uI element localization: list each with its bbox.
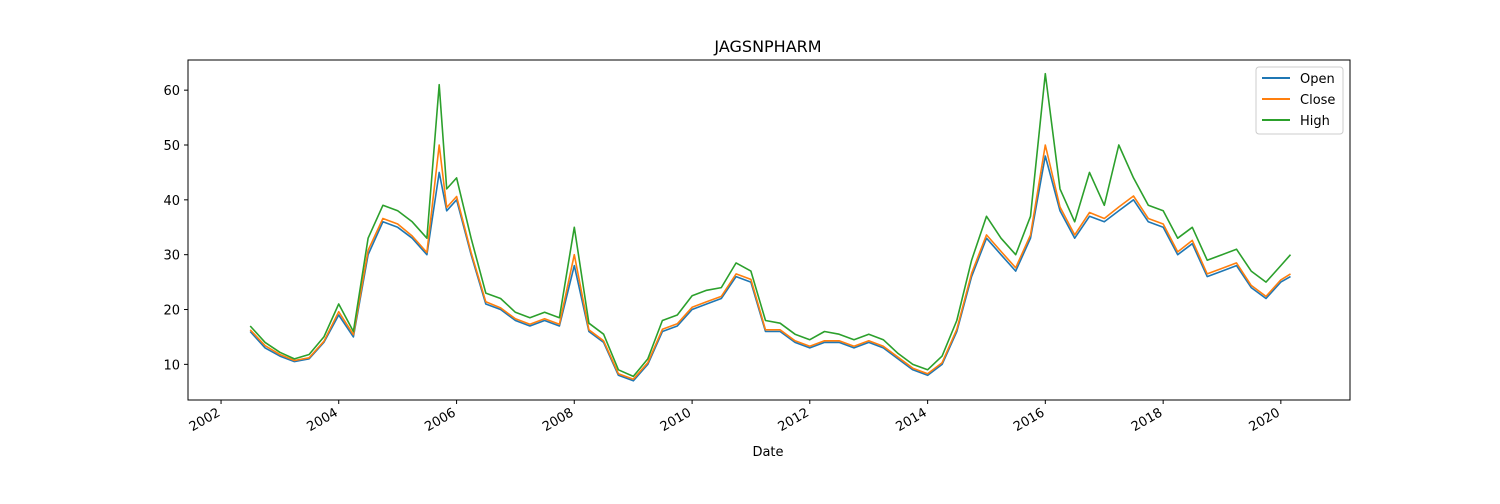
x-axis-label: Date <box>752 445 783 460</box>
x-tick-label: 2020 <box>1247 405 1283 435</box>
y-tick-label: 50 <box>163 139 180 154</box>
legend-label-high: High <box>1300 114 1330 129</box>
plot-frame <box>187 59 1351 401</box>
y-axis: 10 20 30 40 50 60 <box>163 84 188 373</box>
y-tick-label: 30 <box>163 249 180 264</box>
x-tick-label: 2018 <box>1129 405 1165 435</box>
x-tick-label: 2012 <box>776 405 812 435</box>
x-tick-label: 2002 <box>187 405 223 435</box>
x-tick-label: 2016 <box>1011 405 1047 435</box>
x-tick-label: 2004 <box>305 405 341 435</box>
legend-box <box>1255 66 1344 135</box>
y-tick-label: 10 <box>163 358 180 373</box>
chart-title: JAGSNPHARM <box>713 37 821 56</box>
x-axis: 2002 2004 2006 2008 2010 2012 2014 2016 2018 2020 <box>187 400 1283 435</box>
y-tick-label: 60 <box>163 84 180 99</box>
y-tick-label: 40 <box>163 194 180 209</box>
series-line-close <box>249 144 1291 380</box>
x-tick-label: 2008 <box>540 405 576 435</box>
legend-entries: Open Close High <box>1262 72 1335 129</box>
x-tick-label: 2014 <box>893 405 929 435</box>
x-tick-label: 2010 <box>658 405 694 435</box>
x-tick-label: 2006 <box>422 405 458 435</box>
series-layer <box>249 72 1292 382</box>
series-line-high <box>249 72 1292 378</box>
series-line-open <box>249 155 1291 382</box>
legend: Open Close High <box>1255 66 1344 135</box>
legend-label-open: Open <box>1300 72 1335 87</box>
y-tick-label: 20 <box>163 304 180 319</box>
legend-label-close: Close <box>1300 93 1335 108</box>
